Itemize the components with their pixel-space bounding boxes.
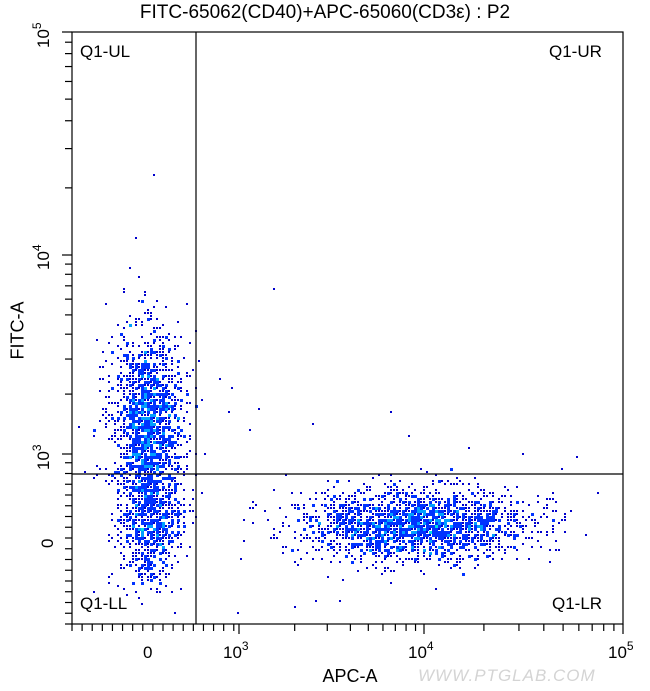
chart-title: FITC-65062(CD40)+APC-65060(CD3ε) : P2 — [139, 2, 511, 23]
x-tick-1e4: 104 — [408, 639, 434, 663]
y-tick-1e5-exp: 5 — [30, 22, 44, 30]
x-tick-1e5-exp: 5 — [626, 639, 634, 653]
y-tick-1e4: 104 — [30, 244, 54, 270]
axis-ticks — [62, 31, 624, 634]
x-tick-1e4-base: 10 — [408, 643, 427, 662]
y-axis-label: FITC-A — [7, 301, 28, 360]
y-tick-1e3-base: 10 — [34, 451, 53, 470]
quadrant-label-ll: Q1-LL — [80, 594, 128, 613]
event-dots — [78, 174, 599, 614]
y-tick-1e4-base: 10 — [34, 251, 53, 270]
y-tick-1e4-exp: 4 — [30, 244, 44, 252]
x-tick-0: 0 — [143, 643, 153, 662]
y-tick-1e5: 105 — [30, 22, 54, 48]
quadrant-label-ul: Q1-UL — [80, 42, 131, 61]
plot-frame — [71, 31, 624, 625]
x-tick-1e5-base: 10 — [608, 643, 627, 662]
y-tick-0: 0 — [38, 538, 57, 548]
x-tick-1e3: 103 — [223, 639, 249, 663]
x-tick-1e3-base: 10 — [223, 643, 242, 662]
y-tick-1e5-base: 10 — [34, 29, 53, 48]
x-tick-1e3-exp: 3 — [241, 639, 249, 653]
x-tick-1e4-exp: 4 — [426, 639, 434, 653]
quadrant-label-ur: Q1-UR — [549, 42, 602, 61]
x-axis-label: APC-A — [322, 666, 378, 686]
x-tick-1e5: 105 — [608, 639, 634, 663]
quadrant-label-lr: Q1-LR — [552, 594, 603, 613]
y-tick-1e3-exp: 3 — [30, 444, 44, 452]
watermark: WWW.PTGLAB.COM — [418, 666, 596, 685]
y-tick-1e3: 103 — [30, 444, 54, 470]
